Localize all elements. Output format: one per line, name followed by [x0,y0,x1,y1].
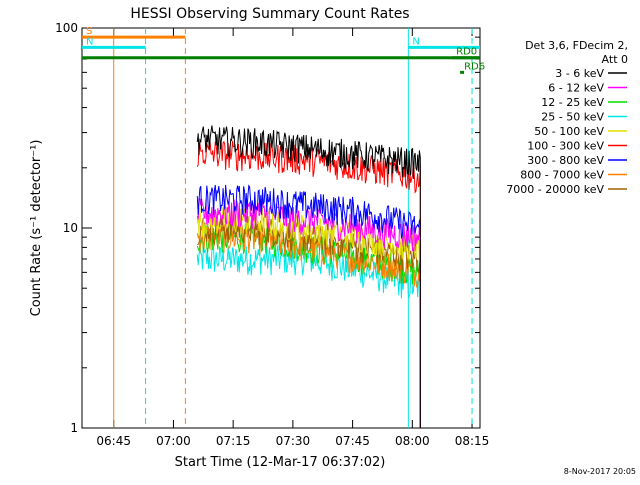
x-tick-label: 08:00 [395,434,430,448]
flag-label: S [86,26,92,37]
series-line [196,125,421,428]
flag-label: RD0 [456,47,477,58]
legend-entry-label: 100 - 300 keV [527,140,604,153]
y-axis-label: Count Rate (s⁻¹ detector⁻¹) [29,140,44,317]
time-markers [113,28,473,428]
legend-entry-label: 12 - 25 keV [541,96,604,109]
legend-entry-label: 50 - 100 keV [534,125,604,138]
legend-entry-label: 300 - 800 keV [527,154,604,167]
x-tick-label: 07:45 [335,434,370,448]
flag-label: N [86,36,93,47]
series-line [196,223,421,428]
footer-timestamp: 8-Nov-2017 20:05 [564,467,636,476]
series-line [196,184,421,428]
x-axis-label: Start Time (12-Mar-17 06:37:02) [175,455,386,470]
legend-header: Det 3,6, FDecim 2, [525,39,628,52]
legend-entry-label: 6 - 12 keV [548,82,604,95]
series-lines [196,125,421,428]
legend-header: Att 0 [602,53,628,66]
flag-label: RD6 [464,61,485,72]
y-tick-label: 1 [70,421,78,435]
axis-ticks: 06:45 07:00 07:15 07:30 07:45 08:00 08:15 1 10 10… [55,21,489,448]
series-line [196,140,421,428]
y-tick-label: 100 [55,21,78,35]
x-tick-label: 07:15 [216,434,251,448]
legend-entry-label: 7000 - 20000 keV [506,183,604,196]
x-tick-label: 07:00 [156,434,191,448]
legend: Det 3,6, FDecim 2,Att 03 - 6 keV 6 - 12 k… [506,39,628,196]
chart-title: HESSI Observing Summary Count Rates [130,6,409,22]
legend-entry-label: 800 - 7000 keV [520,169,604,182]
series-line [196,223,421,428]
x-tick-label: 08:15 [455,434,490,448]
x-tick-label: 06:45 [96,434,131,448]
y-tick-label: 10 [63,221,78,235]
legend-entry-label: 25 - 50 keV [541,111,604,124]
legend-entry-label: 3 - 6 keV [555,67,604,80]
series-line [197,214,421,428]
flag-label: N [412,36,419,47]
x-tick-label: 07:30 [276,434,311,448]
